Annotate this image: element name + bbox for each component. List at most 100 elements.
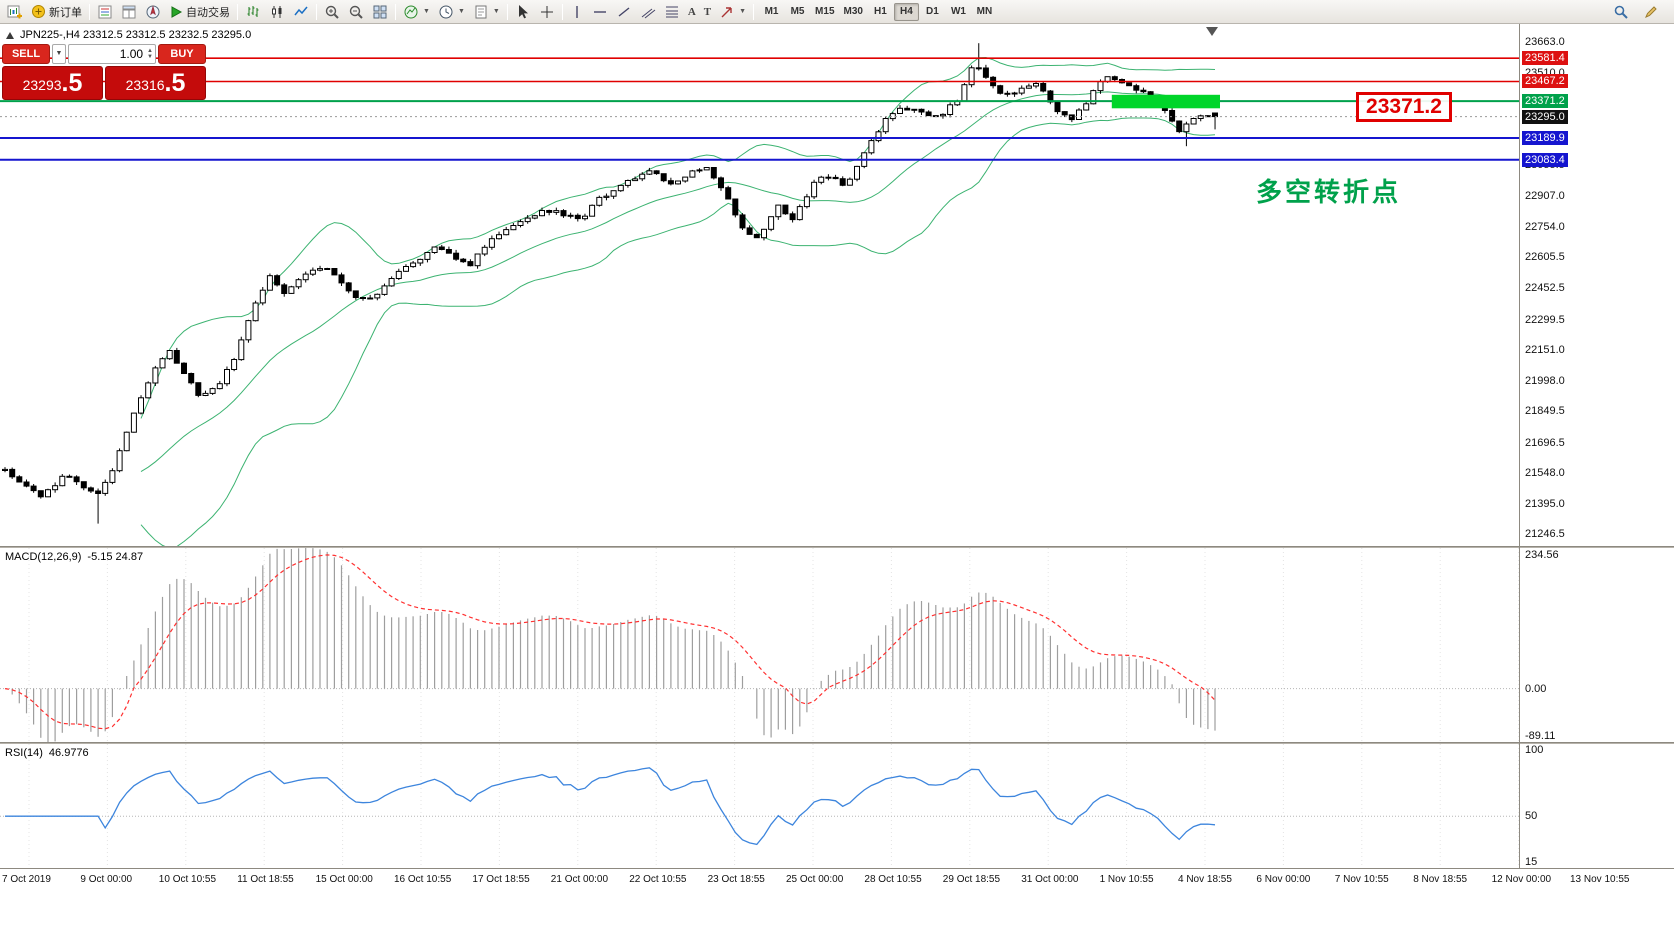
chart-shift-marker[interactable] — [1206, 27, 1218, 36]
candle[interactable] — [173, 350, 180, 364]
channel-tool-button[interactable] — [636, 2, 660, 22]
candle[interactable] — [1040, 83, 1047, 92]
candle[interactable] — [703, 167, 710, 171]
candle[interactable] — [181, 362, 187, 375]
candle[interactable] — [445, 249, 452, 254]
annotation-text-cn[interactable]: 多空转折点 — [1256, 177, 1402, 207]
candle[interactable] — [288, 286, 295, 294]
candles-layer[interactable] — [2, 43, 1218, 524]
vertical-line-tool-button[interactable] — [566, 2, 588, 22]
candle[interactable] — [1212, 112, 1218, 118]
candle[interactable] — [739, 214, 746, 229]
candle[interactable] — [2, 468, 8, 471]
candle[interactable] — [646, 170, 653, 175]
candle[interactable] — [775, 204, 782, 218]
candle[interactable] — [1033, 83, 1039, 87]
candle[interactable] — [725, 187, 732, 200]
candle[interactable] — [30, 485, 37, 492]
price-axis[interactable]: 23663.023510.023055.522907.022754.022605… — [1520, 24, 1674, 868]
candle[interactable] — [761, 228, 767, 239]
candle[interactable] — [73, 476, 80, 483]
candle[interactable] — [274, 275, 281, 286]
macd-pane[interactable] — [0, 548, 1519, 742]
tile-windows-button[interactable] — [368, 2, 392, 22]
candle[interactable] — [374, 293, 381, 299]
candle[interactable] — [138, 397, 144, 414]
candle[interactable] — [1111, 76, 1118, 81]
candle[interactable] — [789, 213, 796, 221]
candle[interactable] — [546, 210, 553, 213]
candle[interactable] — [16, 476, 23, 483]
candle[interactable] — [417, 258, 424, 264]
candle[interactable] — [682, 176, 689, 182]
candle[interactable] — [360, 297, 366, 299]
candle[interactable] — [732, 198, 739, 216]
fibonacci-tool-button[interactable] — [660, 2, 684, 22]
candle[interactable] — [245, 320, 252, 341]
candle[interactable] — [531, 215, 538, 219]
candle[interactable] — [474, 253, 481, 267]
candle[interactable] — [997, 85, 1004, 94]
candle[interactable] — [904, 107, 911, 111]
volume-preset-dropdown[interactable]: ▼ — [52, 44, 66, 64]
candle[interactable] — [982, 67, 989, 78]
candle[interactable] — [395, 270, 402, 279]
candle[interactable] — [438, 246, 445, 250]
candle[interactable] — [832, 176, 839, 180]
candle[interactable] — [59, 475, 66, 487]
candle[interactable] — [811, 181, 818, 198]
timeframe-m15[interactable]: M15 — [811, 3, 838, 21]
candle[interactable] — [295, 279, 302, 288]
candle[interactable] — [1183, 123, 1190, 133]
autotrading-button[interactable]: 自动交易 — [165, 2, 234, 22]
candle[interactable] — [803, 196, 810, 208]
candle[interactable] — [517, 221, 524, 227]
candle[interactable] — [1090, 90, 1097, 105]
timeframe-m5[interactable]: M5 — [785, 3, 810, 21]
candle[interactable] — [918, 108, 925, 113]
candle[interactable] — [231, 359, 238, 370]
candle[interactable] — [768, 216, 775, 230]
candle[interactable] — [940, 113, 946, 117]
candle[interactable] — [1140, 89, 1147, 93]
candle[interactable] — [9, 468, 16, 478]
timeframe-h4[interactable]: H4 — [893, 2, 919, 21]
candle[interactable] — [868, 140, 875, 154]
candle[interactable] — [1126, 82, 1133, 87]
candle[interactable] — [1061, 111, 1068, 116]
candle[interactable] — [610, 190, 617, 197]
candle[interactable] — [45, 489, 51, 498]
candle[interactable] — [1025, 85, 1032, 89]
buy-price-panel[interactable]: 23316.5 — [105, 66, 206, 100]
candle[interactable] — [596, 196, 603, 206]
candle[interactable] — [166, 350, 173, 360]
candle[interactable] — [302, 273, 309, 281]
candle[interactable] — [467, 261, 474, 267]
candle[interactable] — [159, 358, 166, 369]
cursor-button[interactable] — [511, 2, 535, 22]
candle[interactable] — [238, 339, 245, 361]
candle[interactable] — [1004, 92, 1011, 95]
candle[interactable] — [582, 215, 588, 220]
candle[interactable] — [574, 214, 581, 220]
candle[interactable] — [381, 285, 388, 295]
candle[interactable] — [875, 131, 882, 142]
candle[interactable] — [388, 278, 395, 287]
candle[interactable] — [1169, 110, 1176, 122]
candlestick-chart-button[interactable] — [265, 2, 289, 22]
candle[interactable] — [1068, 114, 1075, 121]
candle[interactable] — [309, 269, 316, 275]
candle[interactable] — [975, 67, 982, 70]
candle[interactable] — [66, 475, 73, 478]
candle[interactable] — [1054, 101, 1061, 113]
candle[interactable] — [195, 382, 202, 396]
volume-spinner[interactable]: ▲ ▼ — [147, 48, 153, 60]
candle[interactable] — [481, 246, 488, 255]
pane-splitter[interactable] — [0, 546, 1674, 548]
candle[interactable] — [753, 233, 760, 239]
candle[interactable] — [510, 225, 517, 231]
candle[interactable] — [961, 84, 968, 102]
candle[interactable] — [882, 118, 889, 133]
trendline-tool-button[interactable] — [612, 2, 636, 22]
templates-button[interactable]: ▼ — [469, 2, 504, 22]
